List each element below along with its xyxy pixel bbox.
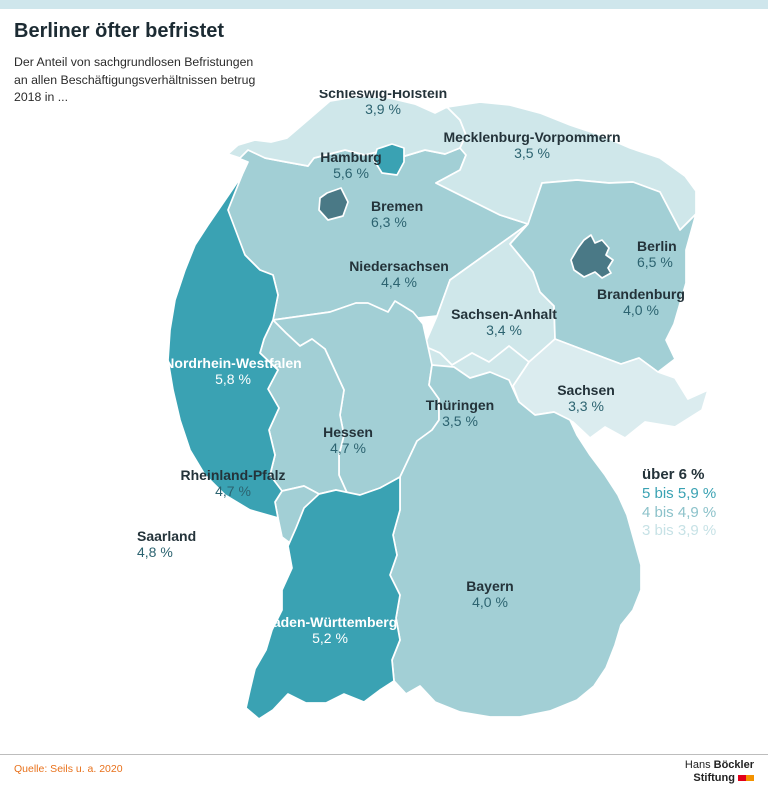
svg-text:4,7 %: 4,7 % — [330, 440, 366, 456]
svg-text:Thüringen: Thüringen — [426, 397, 494, 413]
svg-text:4,0 %: 4,0 % — [472, 594, 508, 610]
svg-text:Berlin: Berlin — [637, 238, 677, 254]
svg-text:Bayern: Bayern — [466, 578, 513, 594]
svg-text:4,8 %: 4,8 % — [137, 544, 173, 560]
svg-text:4,0 %: 4,0 % — [623, 302, 659, 318]
svg-text:5,2 %: 5,2 % — [312, 630, 348, 646]
svg-text:5 bis 5,9 %: 5 bis 5,9 % — [642, 485, 716, 502]
svg-text:3,9 %: 3,9 % — [365, 101, 401, 117]
svg-text:3,5 %: 3,5 % — [442, 413, 478, 429]
svg-text:Mecklenburg-Vorpommern: Mecklenburg-Vorpommern — [443, 129, 620, 145]
svg-text:5,8 %: 5,8 % — [215, 371, 251, 387]
svg-text:Baden-Württemberg: Baden-Württemberg — [263, 614, 398, 630]
svg-text:5,6 %: 5,6 % — [333, 165, 369, 181]
svg-text:3 bis 3,9 %: 3 bis 3,9 % — [642, 522, 716, 539]
svg-text:Bremen: Bremen — [371, 198, 423, 214]
svg-text:Rheinland-Pfalz: Rheinland-Pfalz — [180, 467, 285, 483]
svg-text:Schleswig-Holstein: Schleswig-Holstein — [319, 90, 447, 101]
svg-text:6,5 %: 6,5 % — [637, 254, 673, 270]
svg-text:Brandenburg: Brandenburg — [597, 286, 685, 302]
svg-text:4,7 %: 4,7 % — [215, 483, 251, 499]
svg-text:Nordrhein-Westfalen: Nordrhein-Westfalen — [164, 355, 301, 371]
svg-text:3,4 %: 3,4 % — [486, 322, 522, 338]
svg-text:Sachsen-Anhalt: Sachsen-Anhalt — [451, 306, 557, 322]
svg-text:6,3 %: 6,3 % — [371, 214, 407, 230]
svg-text:Saarland: Saarland — [137, 528, 196, 544]
svg-text:4,4 %: 4,4 % — [381, 274, 417, 290]
svg-text:Hamburg: Hamburg — [320, 149, 381, 165]
svg-text:3,3 %: 3,3 % — [568, 398, 604, 414]
svg-text:über 6 %: über 6 % — [642, 466, 705, 483]
svg-text:Hessen: Hessen — [323, 424, 373, 440]
svg-text:3,5 %: 3,5 % — [514, 145, 550, 161]
svg-text:4 bis 4,9 %: 4 bis 4,9 % — [642, 504, 716, 521]
svg-text:Sachsen: Sachsen — [557, 382, 615, 398]
svg-text:Niedersachsen: Niedersachsen — [349, 258, 449, 274]
